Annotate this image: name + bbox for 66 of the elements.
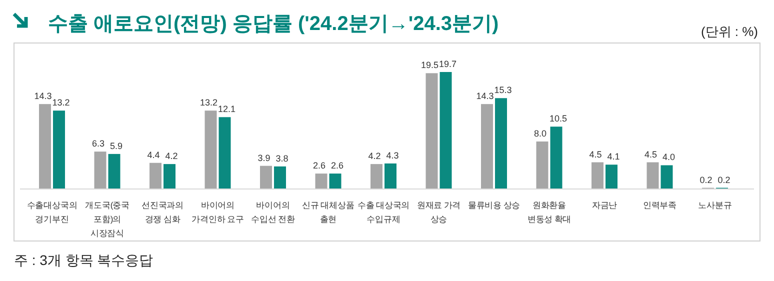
data-label: 19.7 [438, 59, 457, 69]
bar [94, 152, 106, 189]
bar [150, 162, 162, 189]
data-label: 4.1 [607, 152, 620, 162]
bar [481, 104, 493, 189]
x-tick-label: 신규 대체상품 출현 [302, 200, 355, 224]
data-label: 19.5 [420, 60, 439, 70]
data-label: 0.2 [718, 174, 730, 185]
bar [274, 166, 286, 189]
data-label: 4.5 [589, 149, 602, 160]
data-label: 12.1 [218, 104, 236, 114]
x-tick-label: 바이어의 수입선 전환 [251, 200, 296, 224]
data-label: 14.3 [476, 91, 494, 102]
data-label: 2.6 [330, 160, 344, 171]
data-label: 0.2 [700, 174, 712, 185]
x-tick-label: 수출대상국의 경기부진 [26, 200, 78, 224]
bar [606, 164, 618, 189]
bar [315, 174, 328, 189]
data-label: 4.2 [368, 151, 381, 162]
bar [108, 154, 120, 189]
bar [164, 164, 176, 189]
x-tick-label: 노사분규 [698, 200, 732, 210]
bar [204, 110, 217, 189]
data-label: 4.5 [644, 149, 658, 160]
x-tick-label: 개도국(중국 포함)의 시장잠식 [85, 200, 130, 238]
data-label: 3.8 [276, 153, 288, 164]
x-tick-label: 선진국과의 경쟁 심화 [141, 200, 184, 224]
bar [39, 104, 51, 189]
data-label: 13.2 [52, 98, 70, 108]
data-label: 15.3 [494, 85, 512, 96]
bar [592, 162, 604, 189]
data-label: 3.9 [258, 152, 270, 163]
title: 수출 애로요인(전망) 응답률 ('24.2분기→'24.3분기) [48, 13, 499, 35]
x-tick-label: 인력부족 [642, 200, 678, 210]
x-tick-label: 자금난 [592, 200, 618, 210]
x-tick-label: 원화환율 변동성 확대 [527, 200, 572, 224]
bar [536, 141, 548, 189]
data-label: 4.4 [147, 150, 160, 160]
x-tick-label: 원재료 가격 상승 [416, 200, 461, 224]
data-label: 5.9 [110, 140, 123, 151]
data-label: 6.3 [92, 138, 105, 149]
bar [550, 126, 562, 189]
bar [426, 73, 438, 189]
text: 주 : 3개 항목 복수응답 [14, 252, 154, 268]
bar [440, 72, 452, 189]
data-label: 4.0 [662, 152, 676, 162]
bar [260, 166, 272, 189]
bar [370, 164, 382, 189]
bar [384, 163, 396, 189]
chart-subtitle: (단위 : %) [700, 24, 758, 39]
bar [218, 117, 231, 189]
bar [329, 174, 342, 189]
x-tick-label: 물류비용 상승 [468, 200, 521, 210]
x-tick-label: 바이어의 가격인하 요구 [192, 200, 244, 224]
bar [53, 110, 65, 189]
data-label: 13.2 [200, 98, 218, 108]
data-label: 10.5 [549, 114, 568, 124]
bar [660, 165, 673, 189]
data-label: 4.2 [165, 151, 178, 162]
bar [495, 98, 507, 189]
data-label: 14.3 [34, 91, 52, 102]
data-label: 8.0 [534, 128, 547, 138]
x-tick-label: 수출 대상국의 수입규제 [357, 200, 410, 224]
data-label: 2.6 [312, 160, 326, 171]
bar [646, 162, 659, 189]
data-label: 4.3 [386, 150, 399, 160]
